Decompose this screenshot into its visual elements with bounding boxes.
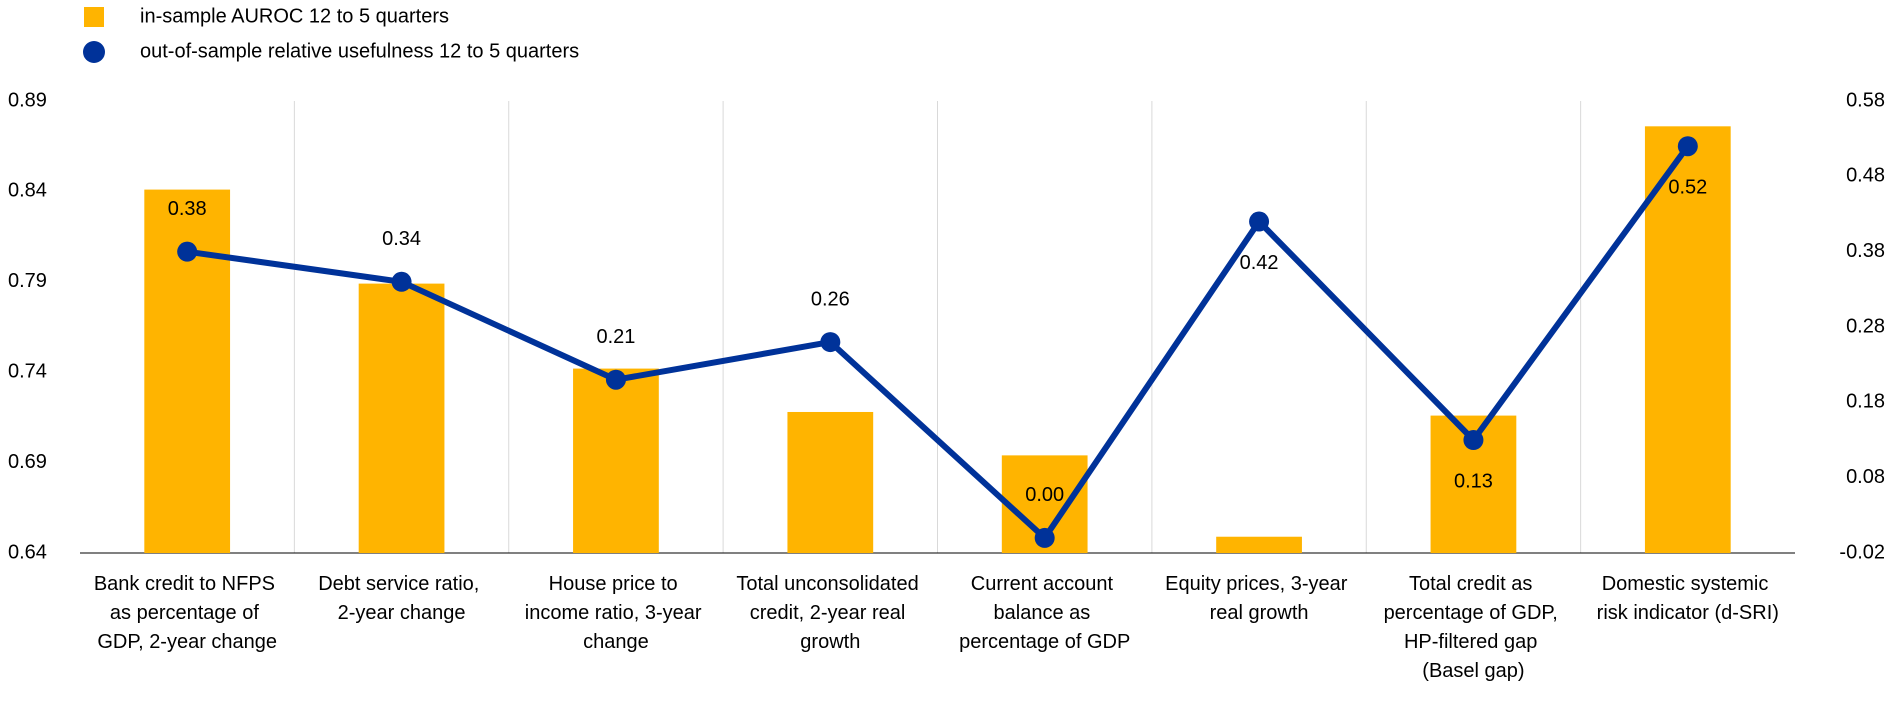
y2-tick-label: -0.02: [1839, 541, 1885, 563]
y2-tick-label: 0.58: [1846, 89, 1885, 111]
point: [1034, 527, 1055, 548]
point: [1249, 211, 1270, 232]
bar: [358, 283, 445, 553]
legend-swatch: [83, 41, 105, 63]
data-label: 0.52: [1668, 176, 1707, 198]
y2-tick-label: 0.28: [1846, 315, 1885, 337]
y-tick-label: 0.79: [8, 270, 47, 292]
x-tick-label: Equity prices, 3-year real growth: [1165, 573, 1353, 624]
legend-label: out-of-sample relative usefulness 12 to …: [140, 40, 579, 62]
data-label: 0.26: [811, 288, 850, 310]
point: [391, 271, 412, 292]
data-label: 0.38: [168, 198, 207, 220]
y2-tick-label: 0.08: [1846, 466, 1885, 488]
point: [605, 369, 626, 390]
x-tick-label: Total credit as percentage of GDP, HP-fi…: [1384, 573, 1564, 682]
y-tick-label: 0.69: [8, 451, 47, 473]
y-tick-label: 0.74: [8, 360, 47, 382]
data-label: 0.34: [382, 228, 421, 250]
x-tick-label: Current account balance as percentage of…: [959, 573, 1130, 653]
x-tick-label: Domestic systemic risk indicator (d-SRI): [1597, 573, 1779, 624]
y-tick-label: 0.64: [8, 541, 47, 563]
data-label: 0.21: [596, 326, 635, 348]
point: [1463, 430, 1484, 450]
bar: [787, 411, 874, 553]
data-label: 0.00: [1025, 484, 1064, 506]
y-tick-label: 0.89: [8, 89, 47, 111]
bar: [1216, 536, 1302, 553]
point: [1677, 136, 1698, 157]
line: [186, 144, 1691, 541]
legend-swatch: [84, 7, 104, 27]
y2-tick-label: 0.48: [1846, 165, 1885, 187]
x-tick-label: Debt service ratio, 2-year change: [318, 573, 485, 624]
data-label: 0.42: [1240, 252, 1279, 274]
x-tick-label: Bank credit to NFPS as percentage of GDP…: [94, 573, 281, 653]
legend-label: in-sample AUROC 12 to 5 quarters: [140, 5, 449, 27]
bar: [1644, 126, 1731, 553]
bar: [573, 368, 659, 553]
point: [177, 241, 198, 262]
data-label: 0.13: [1454, 470, 1493, 492]
y-tick-label: 0.84: [8, 180, 47, 202]
x-tick-label: House price to income ratio, 3-year chan…: [525, 573, 707, 653]
y2-tick-label: 0.38: [1846, 240, 1885, 262]
y2-tick-label: 0.18: [1846, 391, 1885, 413]
x-tick-label: Total unconsolidated credit, 2-year real…: [736, 573, 924, 653]
point: [820, 332, 841, 353]
